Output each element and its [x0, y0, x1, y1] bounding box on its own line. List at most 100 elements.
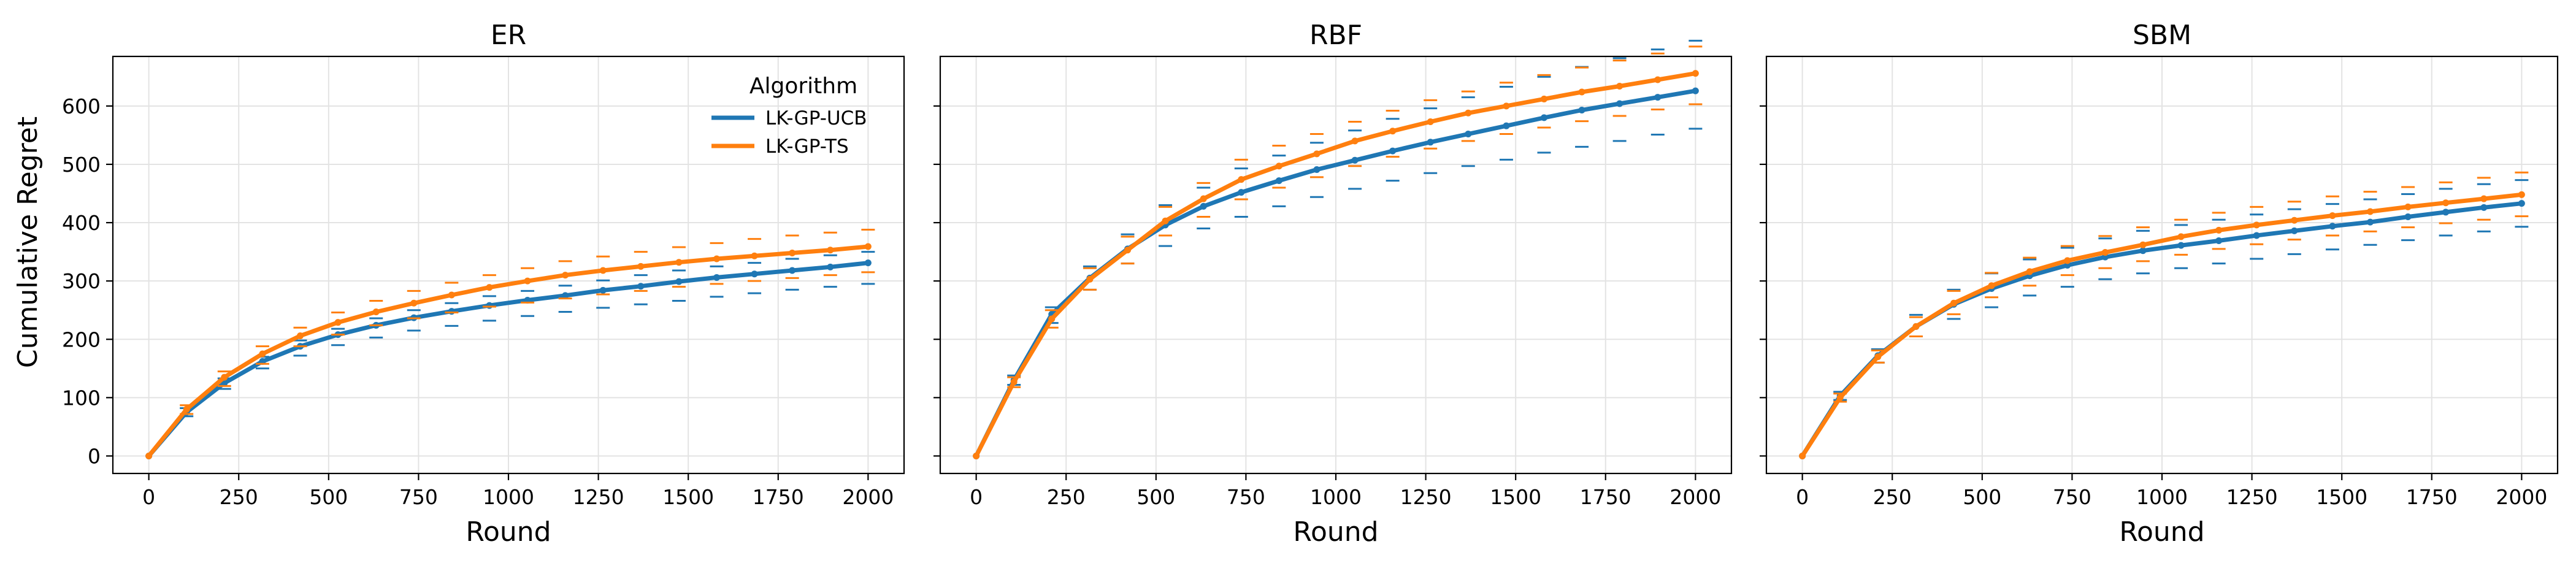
x-tick-label: 500: [1963, 485, 2001, 509]
data-point: [1950, 299, 1957, 307]
data-point: [2253, 232, 2260, 239]
x-tick-label: 0: [142, 485, 155, 509]
x-tick-label: 1500: [662, 485, 714, 509]
y-tick-label: 200: [62, 327, 101, 351]
data-point: [448, 291, 455, 299]
data-point: [1351, 137, 1359, 145]
data-point: [1124, 247, 1131, 254]
y-tick-label: 400: [62, 211, 101, 235]
panel-sbm: 0 250 500 750 1000 1250 1500 1750 2000 SBM Round: [1760, 20, 2559, 548]
series-lk-gp-ts: [145, 228, 875, 459]
x-axis-label: Round: [2119, 516, 2204, 548]
data-point: [1799, 452, 1806, 459]
series-line: [974, 71, 1696, 458]
data-point: [1238, 176, 1245, 183]
data-point: [637, 262, 645, 270]
panels: 0 250 500 750 1000 1250 1500 1750 2000 0 100 200 300…: [62, 20, 2559, 548]
series-lk-gp-ts: [1799, 171, 2529, 459]
data-point: [1389, 147, 1397, 155]
data-point: [2026, 268, 2033, 275]
data-point: [524, 277, 531, 285]
x-tick-label: 0: [1796, 485, 1809, 509]
data-point: [2367, 208, 2374, 215]
x-tick-label: 1000: [1310, 485, 1362, 509]
data-point: [713, 255, 721, 262]
data-point: [1874, 353, 1882, 361]
data-point: [296, 332, 304, 340]
data-point: [2329, 212, 2336, 220]
data-point: [2480, 204, 2488, 211]
data-point: [1465, 109, 1472, 117]
y-tick-label: 500: [62, 153, 101, 177]
series-line: [1800, 192, 2522, 458]
data-point: [1541, 95, 1548, 102]
x-tick-label: 1750: [753, 485, 804, 509]
x-tick-label: 0: [970, 485, 983, 509]
x-tick-label: 1250: [573, 485, 624, 509]
data-point: [1200, 202, 1207, 210]
data-point: [2064, 261, 2071, 269]
y-tick-label: 300: [62, 269, 101, 293]
data-point: [2329, 223, 2336, 230]
legend-label: LK-GP-UCB: [765, 107, 867, 129]
data-point: [1275, 177, 1282, 185]
data-point: [1503, 122, 1510, 129]
x-tick-label: 250: [1047, 485, 1086, 509]
data-point: [562, 292, 569, 299]
data-point: [751, 252, 758, 259]
data-point: [1654, 94, 1662, 101]
x-tick-label: 1500: [2316, 485, 2367, 509]
data-point: [1578, 106, 1585, 113]
data-point: [675, 278, 683, 285]
x-tick-label: 500: [1137, 485, 1175, 509]
panel-title: SBM: [2133, 20, 2191, 51]
y-tick-label: 100: [62, 386, 101, 410]
data-point: [2101, 249, 2109, 256]
data-point: [1654, 76, 1662, 83]
data-point: [789, 267, 796, 274]
x-tick-label: 750: [399, 485, 438, 509]
series-line: [147, 244, 868, 458]
legend: Algorithm LK-GP-UCB LK-GP-TS: [711, 74, 867, 158]
x-tick-label: 500: [309, 485, 348, 509]
data-point: [827, 263, 834, 270]
x-tick-label: 1000: [483, 485, 534, 509]
data-point: [1010, 378, 1018, 386]
data-point: [183, 405, 190, 413]
y-axis-label: Cumulative Regret: [12, 117, 44, 368]
data-point: [1692, 70, 1699, 77]
data-point: [599, 267, 607, 274]
data-point: [1465, 130, 1472, 137]
data-point: [1389, 128, 1397, 135]
x-axis-label: Round: [1293, 516, 1378, 548]
data-point: [1162, 217, 1169, 224]
data-point: [1200, 195, 1207, 202]
data-point: [410, 299, 418, 307]
data-point: [1048, 315, 1056, 323]
data-point: [2215, 226, 2223, 234]
x-tick-label: 1000: [2136, 485, 2188, 509]
data-point: [2442, 209, 2450, 216]
data-point: [334, 319, 342, 326]
data-point: [2139, 241, 2147, 248]
data-point: [637, 283, 645, 290]
x-tick-label: 1250: [2226, 485, 2278, 509]
data-point: [2518, 191, 2525, 198]
x-tick-label: 1500: [1490, 485, 1541, 509]
legend-label: LK-GP-TS: [765, 136, 849, 158]
data-point: [864, 243, 872, 250]
data-point: [751, 270, 758, 278]
data-point: [1692, 87, 1699, 94]
data-point: [2253, 221, 2260, 229]
data-point: [675, 259, 683, 266]
x-tick-label: 750: [1227, 485, 1265, 509]
y-tick-label: 600: [62, 94, 101, 118]
x-tick-label: 1250: [1400, 485, 1452, 509]
panel-title: ER: [491, 20, 526, 51]
data-point: [2177, 233, 2185, 240]
data-point: [372, 308, 380, 316]
data-point: [1912, 323, 1920, 330]
data-point: [1616, 100, 1623, 107]
data-point: [2215, 237, 2223, 245]
x-tick-label: 2000: [842, 485, 894, 509]
